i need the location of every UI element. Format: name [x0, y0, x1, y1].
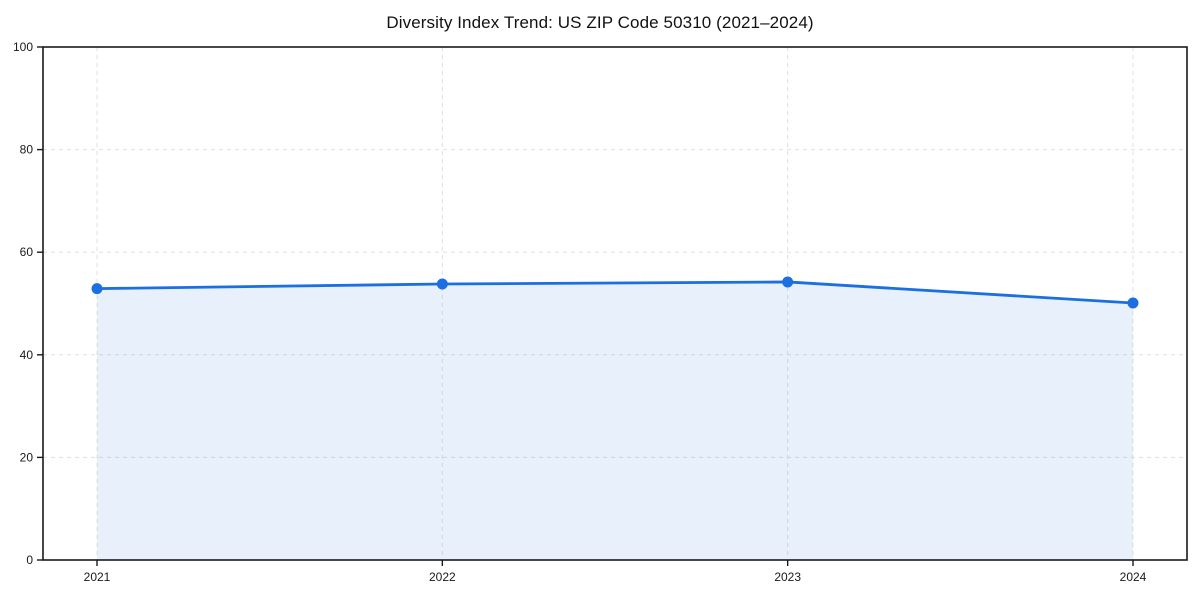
y-axis-tick-label-100: 100	[13, 40, 33, 54]
data-point-2021	[91, 283, 103, 295]
y-axis-tick-label-0: 0	[26, 553, 33, 567]
plot-border	[42, 46, 1188, 561]
y-axis-tick-label-40: 40	[20, 348, 34, 362]
y-axis-tick-label-60: 60	[20, 245, 34, 259]
data-point-2022	[436, 278, 448, 290]
x-axis-tick-label-2021: 2021	[84, 570, 111, 584]
x-axis-tick-label-2023: 2023	[774, 570, 801, 584]
y-axis-tick-label-20: 20	[20, 450, 34, 464]
x-axis-tick-label-2022: 2022	[429, 570, 456, 584]
x-axis-tick-label-2024: 2024	[1120, 570, 1147, 584]
data-point-2023	[782, 276, 794, 288]
y-axis-tick-label-80: 80	[20, 143, 34, 157]
data-point-2024	[1127, 297, 1139, 309]
chart-title: Diversity Index Trend: US ZIP Code 50310…	[386, 13, 814, 32]
area-fill	[97, 281, 1133, 560]
trend-line	[95, 280, 1135, 305]
